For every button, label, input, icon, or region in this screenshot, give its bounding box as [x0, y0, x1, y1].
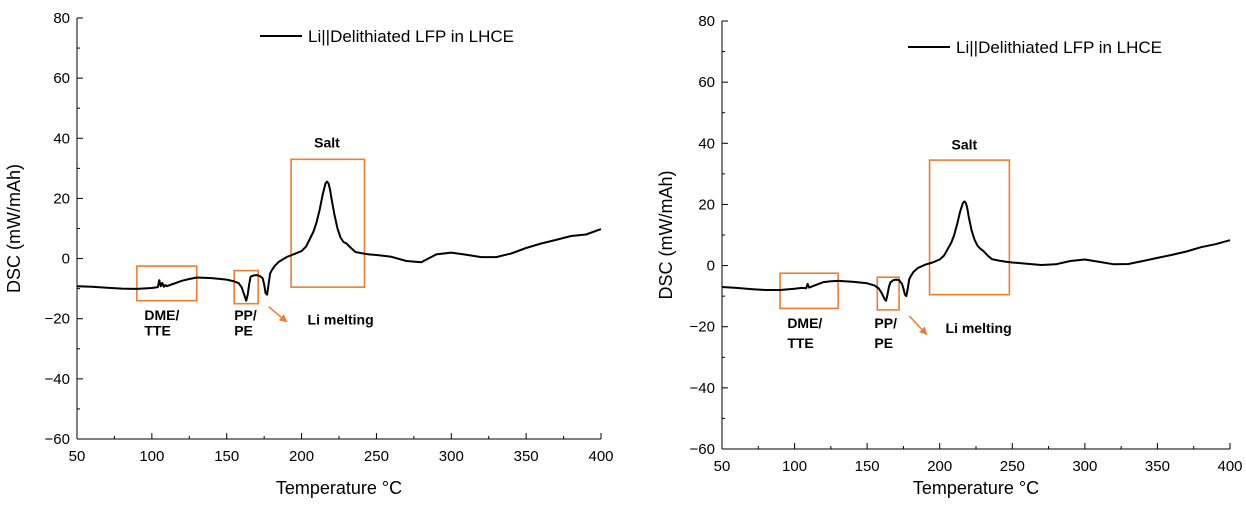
x-axis-title: Temperature °C	[276, 478, 402, 498]
annotation-label: PE	[234, 322, 253, 338]
y-axis-title: DSC (mW/mAh)	[4, 164, 24, 293]
annotation-label: Li melting	[308, 312, 374, 328]
annotation-label: TTE	[144, 322, 170, 338]
y-tick-label: 40	[53, 130, 70, 147]
x-tick-label: 300	[1072, 458, 1097, 475]
y-tick-label: 60	[53, 70, 70, 87]
y-tick-label: −40	[45, 371, 70, 388]
x-tick-label: 400	[1217, 458, 1242, 475]
annotation-label: DME/	[144, 307, 179, 323]
annotation-label: Salt	[314, 134, 340, 150]
annotation-box-1	[779, 272, 839, 310]
chart-panel-1: 50 100 150 200 250 300 350 400 −60 −40 −20 0 20 40 60 8…	[4, 10, 614, 498]
x-tick-label: 250	[1000, 458, 1025, 475]
y-tick-label: −20	[690, 319, 715, 336]
annotation-box-2	[876, 276, 900, 311]
y-tick-label: 0	[62, 251, 70, 268]
x-axis-title: Temperature °C	[913, 478, 1039, 498]
y-tick-label: −20	[45, 311, 70, 328]
chart-panel-2: 50 100 150 200 250 300 350 400 −60 −40 −20 0 20 40 60 8…	[656, 13, 1243, 498]
y-tick-label: 40	[698, 135, 715, 152]
x-tick-label: 100	[782, 458, 807, 475]
series-line	[76, 180, 602, 302]
y-axis-title: DSC (mW/mAh)	[656, 171, 676, 300]
annotation-label: PP/	[874, 315, 897, 331]
y-tick-label: 20	[53, 190, 70, 207]
annotation-box-2	[233, 269, 259, 305]
annotation-label: DME/	[787, 315, 822, 331]
annotation-label: PP/	[234, 307, 257, 323]
annotation-label: Li melting	[946, 320, 1012, 336]
x-tick-label: 400	[588, 448, 613, 465]
x-tick-label: 150	[855, 458, 880, 475]
x-tick-label: 50	[714, 458, 731, 475]
annotation-label: PE	[874, 335, 893, 351]
x-tick-label: 100	[139, 448, 164, 465]
y-tick-label: 80	[53, 10, 70, 27]
x-tick-label: 200	[289, 448, 314, 465]
y-tick-label: −40	[690, 380, 715, 397]
y-tick-label: 20	[698, 196, 715, 213]
x-tick-label: 200	[927, 458, 952, 475]
series-line	[721, 200, 1231, 302]
x-tick-label: 350	[1145, 458, 1170, 475]
x-tick-label: 300	[439, 448, 464, 465]
y-tick-label: −60	[45, 431, 70, 448]
x-tick-label: 50	[69, 448, 86, 465]
y-tick-label: 60	[698, 74, 715, 91]
annotation-label: Salt	[952, 136, 978, 152]
annotation-box-3	[928, 159, 1011, 296]
y-tick-label: 80	[698, 13, 715, 30]
annotation-box-3	[290, 158, 366, 288]
li-melting-arrow	[268, 306, 288, 323]
legend-label: Li||Delithiated LFP in LHCE	[308, 27, 514, 46]
y-tick-label: 0	[707, 258, 715, 275]
x-tick-label: 150	[214, 448, 239, 465]
legend-label: Li||Delithiated LFP in LHCE	[956, 38, 1162, 57]
x-tick-label: 350	[514, 448, 539, 465]
x-tick-label: 250	[364, 448, 389, 465]
li-melting-arrow	[908, 315, 928, 336]
annotation-label: TTE	[787, 335, 813, 351]
y-tick-label: −60	[690, 441, 715, 458]
annotation-box-1	[136, 265, 198, 302]
